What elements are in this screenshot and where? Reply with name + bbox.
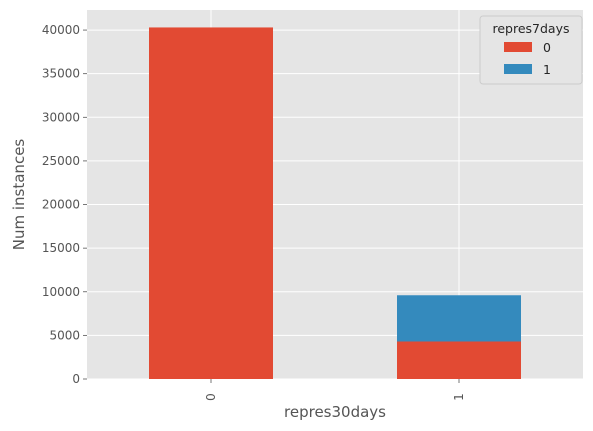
legend-label-series-0: 0	[543, 40, 551, 55]
x-axis-label: repres30days	[284, 403, 386, 421]
legend-swatch-series-1	[504, 64, 532, 74]
legend: repres7days 0 1	[479, 15, 583, 85]
y-axis-label: Num instances	[10, 139, 28, 251]
y-axis-ticks: 0 5000 10000 15000 20000 25000 30000 35000 40000	[42, 23, 87, 386]
x-tick-label: 1	[452, 393, 466, 401]
y-tick-label: 20000	[42, 198, 80, 212]
legend-swatch-series-0	[504, 42, 532, 52]
y-tick-label: 35000	[42, 67, 80, 81]
bar-series-1-category-1	[397, 295, 521, 342]
y-tick-label: 30000	[42, 110, 80, 124]
bar-series-0-category-0	[149, 27, 273, 379]
x-tick-label: 0	[204, 393, 218, 401]
bars	[149, 27, 521, 379]
bar-series-0-category-1	[397, 341, 521, 379]
y-tick-label: 10000	[42, 285, 80, 299]
y-tick-label: 15000	[42, 241, 80, 255]
y-tick-label: 5000	[49, 328, 80, 342]
legend-title: repres7days	[492, 21, 569, 36]
y-tick-label: 40000	[42, 23, 80, 37]
legend-label-series-1: 1	[543, 62, 551, 77]
y-tick-label: 0	[72, 372, 80, 386]
y-tick-label: 25000	[42, 154, 80, 168]
